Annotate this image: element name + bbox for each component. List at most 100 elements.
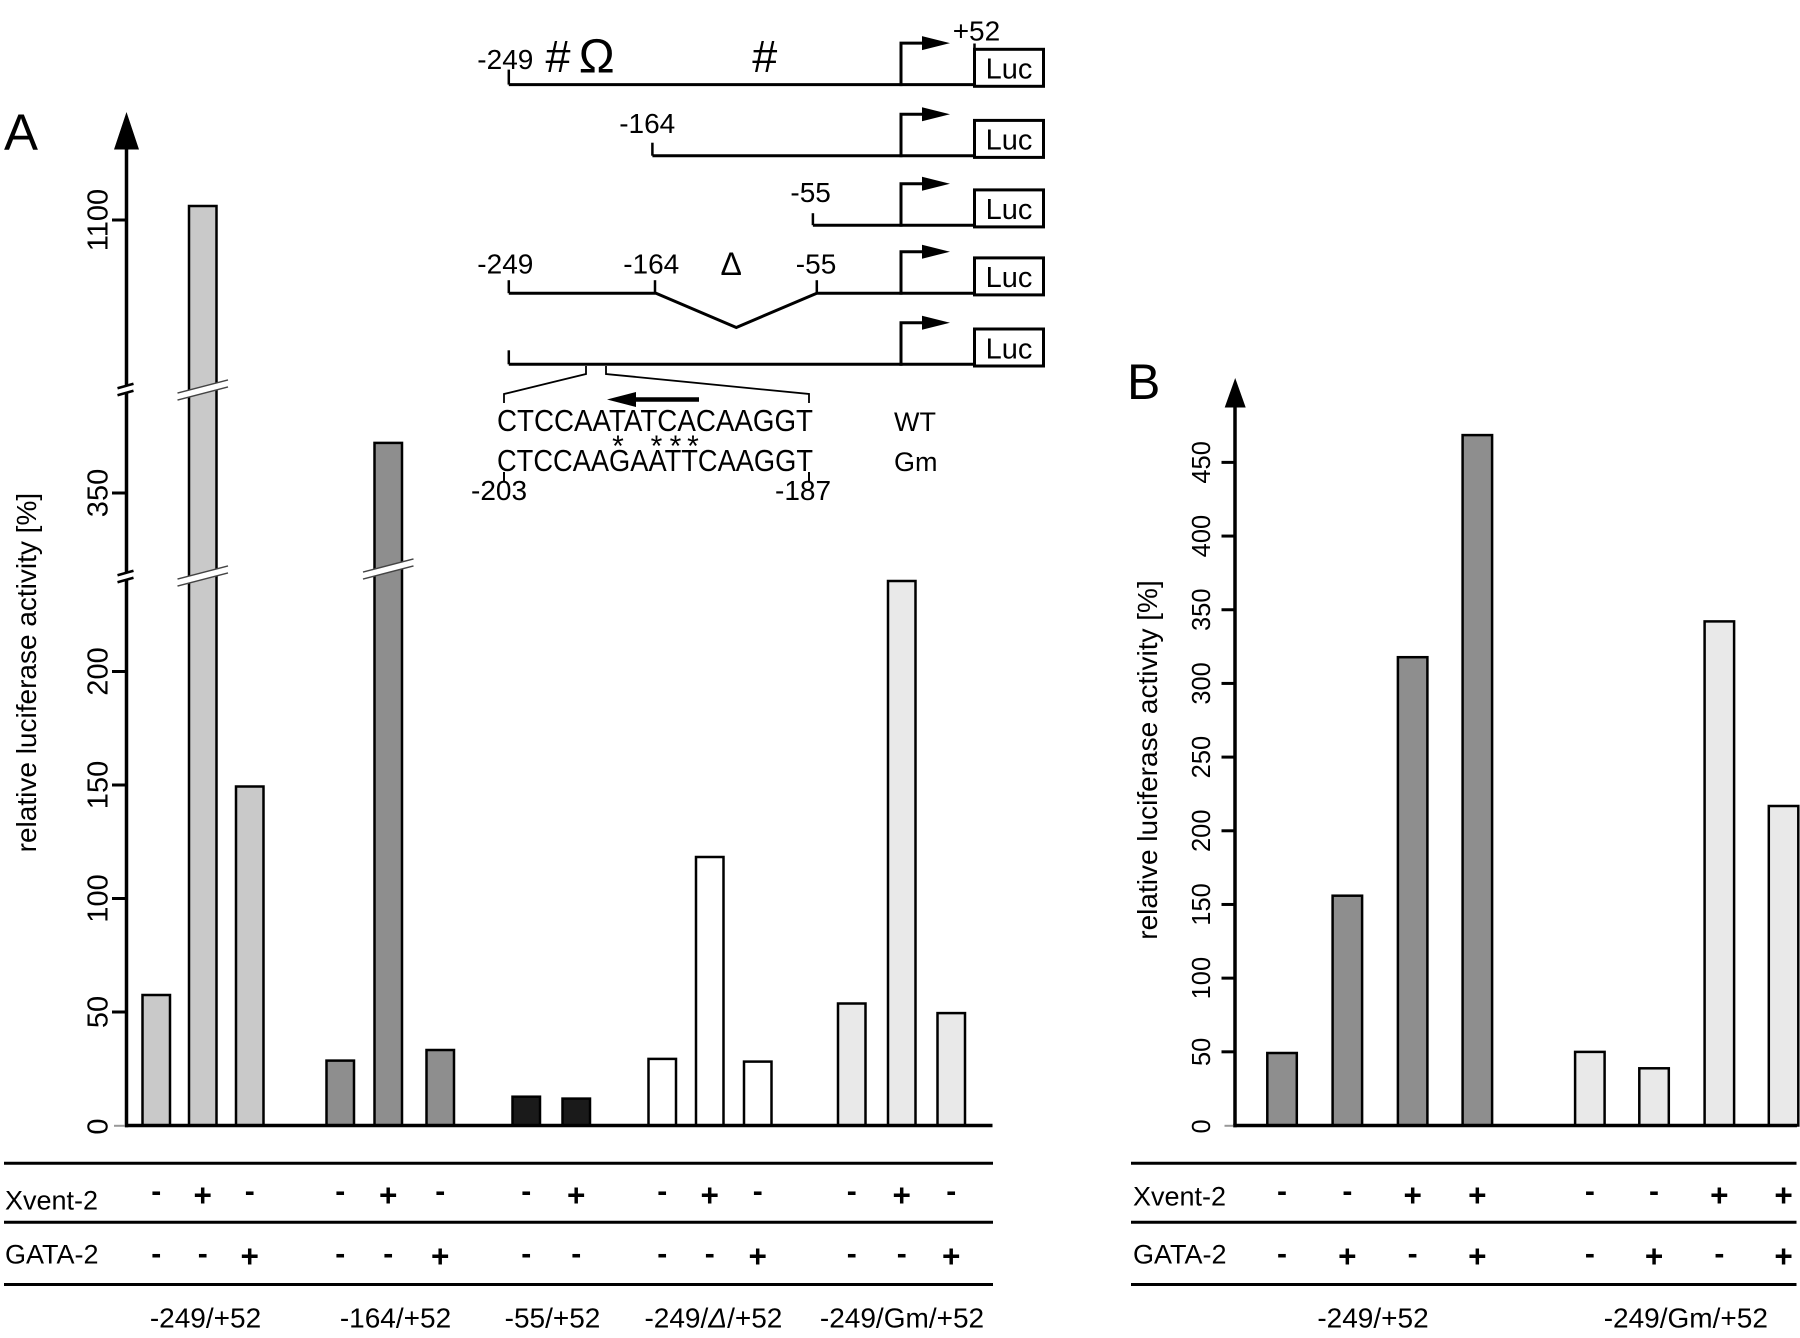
- svg-text:-187: -187: [775, 475, 831, 506]
- svg-text:450: 450: [1188, 441, 1216, 484]
- svg-text:100: 100: [83, 874, 115, 922]
- svg-text:+: +: [1774, 1177, 1792, 1213]
- svg-text:200: 200: [83, 647, 115, 695]
- svg-text:CTCCAAGAATTCAAGGT: CTCCAAGAATTCAAGGT: [497, 443, 813, 478]
- svg-text:#: #: [546, 31, 571, 82]
- svg-text:relative luciferase activity [: relative luciferase activity [%]: [11, 493, 42, 852]
- svg-text:-55/+52: -55/+52: [505, 1303, 601, 1334]
- svg-text:-: -: [897, 1238, 907, 1271]
- svg-text:+: +: [1338, 1238, 1356, 1274]
- svg-text:-: -: [571, 1238, 581, 1271]
- svg-text:-: -: [151, 1238, 161, 1271]
- svg-text:+: +: [1710, 1177, 1728, 1213]
- svg-text:-: -: [1277, 1175, 1287, 1208]
- svg-text:Luc: Luc: [986, 125, 1033, 157]
- svg-text:+: +: [1774, 1238, 1792, 1274]
- svg-text:Ω: Ω: [579, 31, 615, 84]
- svg-text:+: +: [567, 1177, 585, 1213]
- svg-text:-: -: [946, 1175, 956, 1208]
- svg-text:+: +: [1645, 1238, 1663, 1274]
- svg-text:-249: -249: [477, 44, 533, 75]
- svg-text:+: +: [379, 1177, 397, 1213]
- svg-text:+: +: [194, 1177, 212, 1213]
- svg-text:-: -: [1714, 1238, 1724, 1271]
- svg-text:#: #: [752, 31, 777, 82]
- svg-text:250: 250: [1188, 736, 1216, 779]
- svg-text:-249/Δ/+52: -249/Δ/+52: [644, 1303, 782, 1334]
- svg-text:GATA-2: GATA-2: [5, 1240, 99, 1270]
- svg-text:+: +: [1468, 1177, 1486, 1213]
- svg-text:-: -: [435, 1175, 445, 1208]
- svg-text:Luc: Luc: [986, 262, 1033, 294]
- svg-text:50: 50: [1188, 1038, 1216, 1066]
- svg-text:150: 150: [83, 761, 115, 809]
- svg-text:-: -: [1277, 1238, 1287, 1271]
- svg-text:+: +: [1403, 1177, 1421, 1213]
- svg-text:-55: -55: [790, 177, 830, 208]
- svg-text:Xvent-2: Xvent-2: [1133, 1181, 1226, 1211]
- svg-text:Gm: Gm: [894, 447, 938, 477]
- svg-text:+: +: [701, 1177, 719, 1213]
- svg-text:CTCCAATATCACAAGGT: CTCCAATATCACAAGGT: [497, 403, 813, 438]
- svg-text:-: -: [151, 1175, 161, 1208]
- svg-text:A: A: [4, 104, 38, 161]
- svg-text:WT: WT: [894, 407, 936, 437]
- svg-text:-249/+52: -249/+52: [1317, 1303, 1428, 1334]
- svg-text:100: 100: [1188, 957, 1216, 1000]
- svg-text:+: +: [893, 1177, 911, 1213]
- svg-text:-: -: [847, 1238, 857, 1271]
- svg-text:0: 0: [83, 1118, 115, 1134]
- svg-text:-: -: [657, 1175, 667, 1208]
- svg-text:*: *: [651, 430, 663, 463]
- svg-text:-164: -164: [619, 108, 675, 139]
- svg-text:B: B: [1127, 354, 1160, 410]
- svg-text:-55: -55: [796, 248, 836, 279]
- svg-text:-: -: [521, 1238, 531, 1271]
- svg-text:400: 400: [1188, 515, 1216, 558]
- svg-text:-164: -164: [623, 248, 679, 279]
- svg-text:-: -: [1585, 1175, 1595, 1208]
- svg-text:-: -: [705, 1238, 715, 1271]
- svg-text:*: *: [612, 430, 624, 463]
- svg-text:350: 350: [83, 469, 115, 517]
- svg-text:Δ: Δ: [721, 246, 742, 282]
- svg-text:Luc: Luc: [986, 54, 1033, 86]
- svg-text:150: 150: [1188, 883, 1216, 926]
- svg-text:+: +: [431, 1238, 449, 1274]
- svg-text:-203: -203: [471, 475, 527, 506]
- svg-text:-: -: [1408, 1238, 1418, 1271]
- svg-text:GATA-2: GATA-2: [1133, 1240, 1227, 1270]
- svg-text:-: -: [245, 1175, 255, 1208]
- svg-text:+: +: [749, 1238, 767, 1274]
- svg-text:350: 350: [1188, 588, 1216, 631]
- svg-text:Luc: Luc: [986, 333, 1033, 365]
- svg-text:*: *: [687, 430, 699, 463]
- svg-text:-: -: [847, 1175, 857, 1208]
- svg-text:-: -: [1342, 1175, 1352, 1208]
- svg-text:50: 50: [83, 996, 115, 1028]
- svg-text:+: +: [942, 1238, 960, 1274]
- svg-text:+52: +52: [953, 16, 1001, 47]
- svg-text:Luc: Luc: [986, 194, 1033, 226]
- svg-text:0: 0: [1188, 1119, 1216, 1133]
- svg-text:-: -: [521, 1175, 531, 1208]
- svg-text:-: -: [198, 1238, 208, 1271]
- svg-text:-: -: [1585, 1238, 1595, 1271]
- svg-text:200: 200: [1188, 810, 1216, 853]
- svg-text:-: -: [335, 1175, 345, 1208]
- svg-text:-249/+52: -249/+52: [150, 1303, 261, 1334]
- svg-text:-249: -249: [477, 248, 533, 279]
- svg-text:300: 300: [1188, 662, 1216, 705]
- svg-text:-249/Gm/+52: -249/Gm/+52: [820, 1303, 984, 1334]
- svg-text:-249/Gm/+52: -249/Gm/+52: [1604, 1303, 1768, 1334]
- svg-text:-: -: [335, 1238, 345, 1271]
- svg-text:*: *: [670, 430, 682, 463]
- svg-text:+: +: [1468, 1238, 1486, 1274]
- svg-text:+: +: [241, 1238, 259, 1274]
- svg-text:-: -: [1649, 1175, 1659, 1208]
- svg-text:-164/+52: -164/+52: [340, 1303, 451, 1334]
- svg-text:relative luciferase activity [: relative luciferase activity [%]: [1132, 580, 1163, 939]
- svg-text:Xvent-2: Xvent-2: [5, 1185, 98, 1215]
- svg-text:-: -: [657, 1238, 667, 1271]
- svg-text:1100: 1100: [83, 189, 115, 251]
